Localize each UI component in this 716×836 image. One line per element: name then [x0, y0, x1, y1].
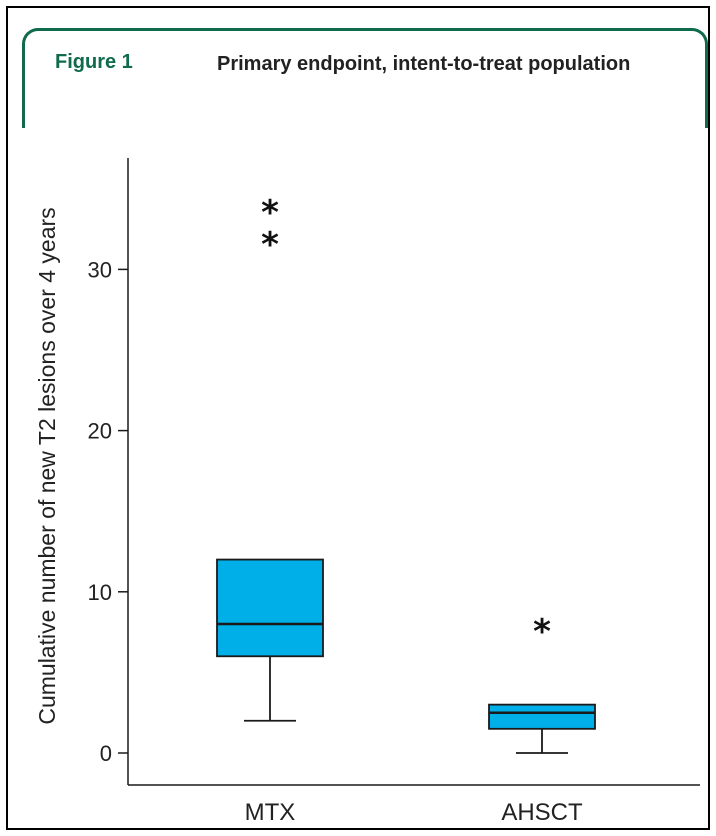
box-mtx [216, 558, 324, 658]
figure-header: Figure 1 Primary endpoint, intent-to-tre… [22, 28, 708, 128]
x-category-label: MTX [245, 799, 296, 826]
y-tick-label: 20 [88, 419, 112, 444]
y-tick-label: 30 [88, 257, 112, 282]
x-category-label: AHSCT [501, 799, 583, 826]
y-tick-label: 0 [100, 741, 112, 766]
figure-title: Primary endpoint, intent-to-treat popula… [217, 53, 631, 75]
outlier-marker: * [261, 225, 279, 265]
box-ahsct [488, 703, 596, 730]
figure-label: Figure 1 [55, 51, 133, 73]
outlier-marker: * [261, 193, 279, 233]
y-axis-label: Cumulative number of new T2 lesions over… [34, 207, 60, 724]
figure-frame [6, 6, 710, 830]
outlier-marker: * [533, 612, 551, 652]
y-tick-label: 10 [88, 580, 112, 605]
